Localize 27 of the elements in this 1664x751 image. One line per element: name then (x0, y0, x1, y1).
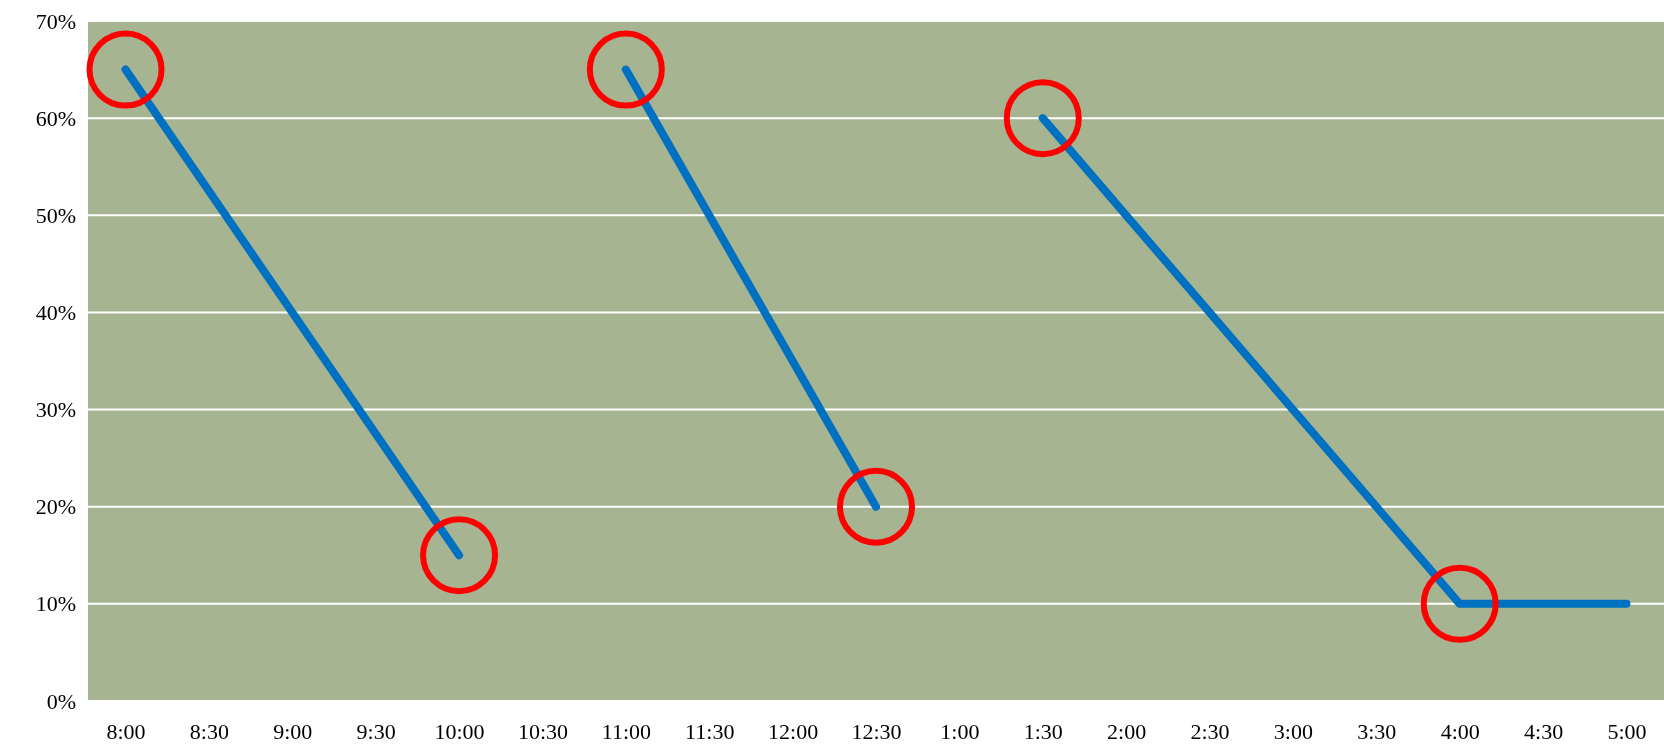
y-tick-label: 70% (35, 8, 76, 34)
x-tick-label: 11:30 (685, 718, 735, 744)
x-tick-label: 1:30 (1023, 718, 1063, 744)
y-tick-label: 50% (35, 202, 76, 228)
x-tick-label: 9:30 (356, 718, 396, 744)
x-tick-label: 3:00 (1273, 718, 1313, 744)
y-tick-label: 40% (35, 299, 76, 325)
x-tick-label: 8:00 (106, 718, 146, 744)
x-tick-label: 9:00 (273, 718, 313, 744)
x-tick-label: 4:00 (1440, 718, 1480, 744)
x-tick-label: 2:30 (1190, 718, 1230, 744)
x-tick-label: 12:00 (768, 718, 819, 744)
x-tick-label: 12:30 (851, 718, 902, 744)
y-tick-label: 0% (46, 688, 76, 714)
x-tick-label: 5:00 (1607, 718, 1647, 744)
x-tick-label: 10:30 (517, 718, 569, 744)
x-tick-label: 1:00 (940, 718, 980, 744)
x-tick-label: 8:30 (189, 718, 229, 744)
y-tick-label: 30% (35, 397, 76, 423)
y-tick-label: 60% (35, 105, 76, 131)
x-tick-label: 3:30 (1357, 718, 1397, 744)
y-tick-label: 10% (35, 591, 76, 617)
x-tick-label: 2:00 (1107, 718, 1147, 744)
x-tick-label: 10:00 (434, 718, 485, 744)
x-tick-label: 11:00 (601, 718, 651, 744)
x-tick-label: 4:30 (1524, 718, 1564, 744)
y-tick-label: 20% (35, 494, 76, 520)
